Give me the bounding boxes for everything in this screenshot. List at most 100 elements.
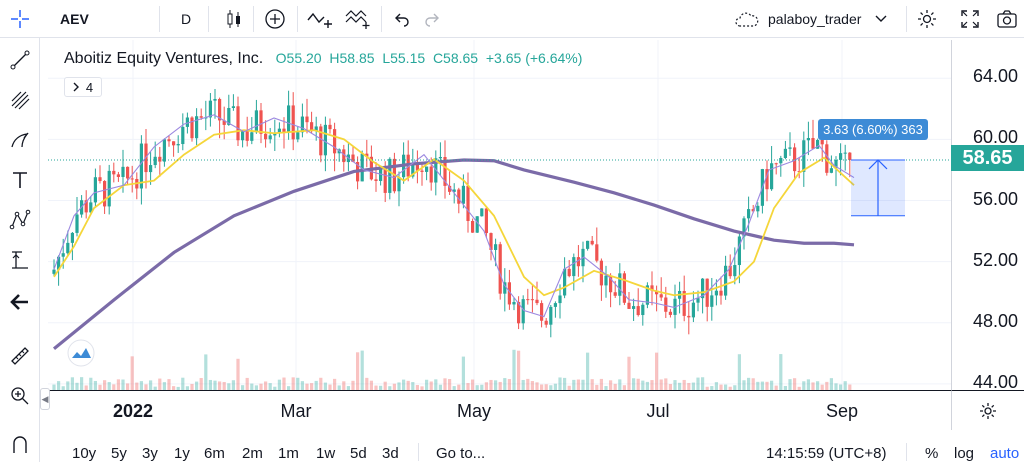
candle-body xyxy=(563,268,567,296)
candle-body xyxy=(190,117,194,139)
candle-body xyxy=(737,236,741,266)
price-scale[interactable]: 64.00 60.00 56.00 52.00 48.00 44.00 xyxy=(951,40,1024,392)
volume-bar xyxy=(438,384,442,390)
range-1y[interactable]: 1y xyxy=(174,445,190,462)
open-value: O55.20 xyxy=(275,50,322,66)
range-2m[interactable]: 2m xyxy=(242,445,263,462)
price-tick: 44.00 xyxy=(972,372,1018,392)
volume-bar xyxy=(402,379,406,390)
trendline-icon[interactable] xyxy=(0,42,40,78)
templates-icon[interactable] xyxy=(340,0,376,38)
volume-bar xyxy=(632,378,636,390)
volume-bar xyxy=(162,382,166,390)
candle-body xyxy=(770,163,774,190)
settings-icon[interactable] xyxy=(910,0,944,38)
pattern-icon[interactable] xyxy=(0,202,40,238)
candle-body xyxy=(342,149,346,163)
range-5y[interactable]: 5y xyxy=(111,445,127,462)
back-arrow-icon[interactable] xyxy=(0,284,40,320)
redo-icon[interactable] xyxy=(417,0,447,38)
log-toggle[interactable]: log xyxy=(954,445,975,462)
magnet-icon[interactable] xyxy=(0,426,40,462)
candle-body xyxy=(126,166,130,179)
volume-bar xyxy=(213,380,217,390)
range-1w[interactable]: 1w xyxy=(316,445,336,462)
volume-bar xyxy=(714,382,718,390)
range-3d[interactable]: 3d xyxy=(382,445,399,462)
snapshot-icon[interactable] xyxy=(990,0,1024,38)
add-compare-icon[interactable] xyxy=(258,0,292,38)
text-icon[interactable] xyxy=(0,162,40,198)
candle-body xyxy=(668,311,672,315)
volume-bar xyxy=(287,386,291,390)
candles-icon[interactable] xyxy=(217,0,251,38)
symbol-search-button[interactable]: AEV xyxy=(60,0,110,38)
candle-body xyxy=(549,306,553,325)
candle-body xyxy=(457,189,461,204)
candle-body xyxy=(153,156,157,166)
volume-bar xyxy=(388,386,392,390)
volume-bar xyxy=(710,386,714,390)
candle-body xyxy=(323,124,327,156)
candle-body xyxy=(558,295,562,304)
volume-bar xyxy=(696,377,700,390)
volume-bar xyxy=(503,378,507,390)
measure-icon[interactable] xyxy=(0,242,40,278)
range-3y[interactable]: 3y xyxy=(142,445,158,462)
chart-pane[interactable] xyxy=(48,40,951,390)
volume-bar xyxy=(176,386,180,390)
chevron-right-icon xyxy=(73,80,80,95)
candle-body xyxy=(806,138,810,141)
indicator-collapse-button[interactable]: 4 xyxy=(64,77,102,97)
volume-bar xyxy=(204,354,208,390)
candle-body xyxy=(314,126,318,132)
brush-icon[interactable] xyxy=(0,122,40,158)
candle-body xyxy=(213,98,217,101)
range-1m[interactable]: 1m xyxy=(278,445,299,462)
candle-body xyxy=(250,132,254,141)
range-6m[interactable]: 6m xyxy=(204,445,225,462)
scroll-left-icon[interactable]: ◀ xyxy=(40,388,50,410)
percent-toggle[interactable]: % xyxy=(925,445,939,462)
auto-toggle[interactable]: auto xyxy=(990,445,1020,462)
crosshair-icon[interactable] xyxy=(0,0,40,38)
volume-bar xyxy=(300,381,304,390)
pitchfork-icon[interactable] xyxy=(0,82,40,118)
candle-body xyxy=(622,273,626,303)
volume-bar xyxy=(259,383,263,390)
zoom-icon[interactable] xyxy=(0,378,40,414)
indicator-count: 4 xyxy=(85,79,94,95)
volume-bar xyxy=(70,377,74,390)
range-10y[interactable]: 10y xyxy=(72,445,97,462)
candle-body xyxy=(848,152,852,160)
user-layout-menu[interactable]: palaboy_trader xyxy=(734,0,914,38)
volume-bar xyxy=(705,386,709,390)
candle-body xyxy=(705,278,709,307)
scale-settings-icon[interactable] xyxy=(951,390,1024,430)
ruler-icon[interactable] xyxy=(0,338,40,374)
volume-bar xyxy=(319,377,323,390)
fullscreen-icon[interactable] xyxy=(953,0,987,38)
goto-button[interactable]: Go to... xyxy=(436,445,486,462)
indicators-icon[interactable] xyxy=(302,0,338,38)
candle-body xyxy=(788,147,792,149)
price-chart[interactable] xyxy=(48,40,951,390)
volume-bar xyxy=(622,385,626,390)
ma-slow-line xyxy=(52,158,855,350)
range-5d[interactable]: 5d xyxy=(350,445,367,462)
volume-bar xyxy=(126,383,130,390)
time-scale[interactable]: 2022 Mar May Jul Sep xyxy=(48,390,951,430)
volume-bar xyxy=(829,378,833,390)
volume-bar xyxy=(489,379,493,390)
volume-bar xyxy=(135,382,139,390)
volume-bar xyxy=(443,378,447,390)
clock-timezone[interactable]: 14:15:59 (UTC+8) xyxy=(766,445,887,462)
volume-bar xyxy=(282,377,286,390)
undo-icon[interactable] xyxy=(387,0,417,38)
volume-bar xyxy=(820,384,824,390)
candle-body xyxy=(659,294,663,298)
interval-button[interactable]: D xyxy=(170,0,202,38)
volume-bar xyxy=(103,380,107,390)
candle-body xyxy=(218,98,222,121)
low-value: L55.15 xyxy=(382,50,426,66)
